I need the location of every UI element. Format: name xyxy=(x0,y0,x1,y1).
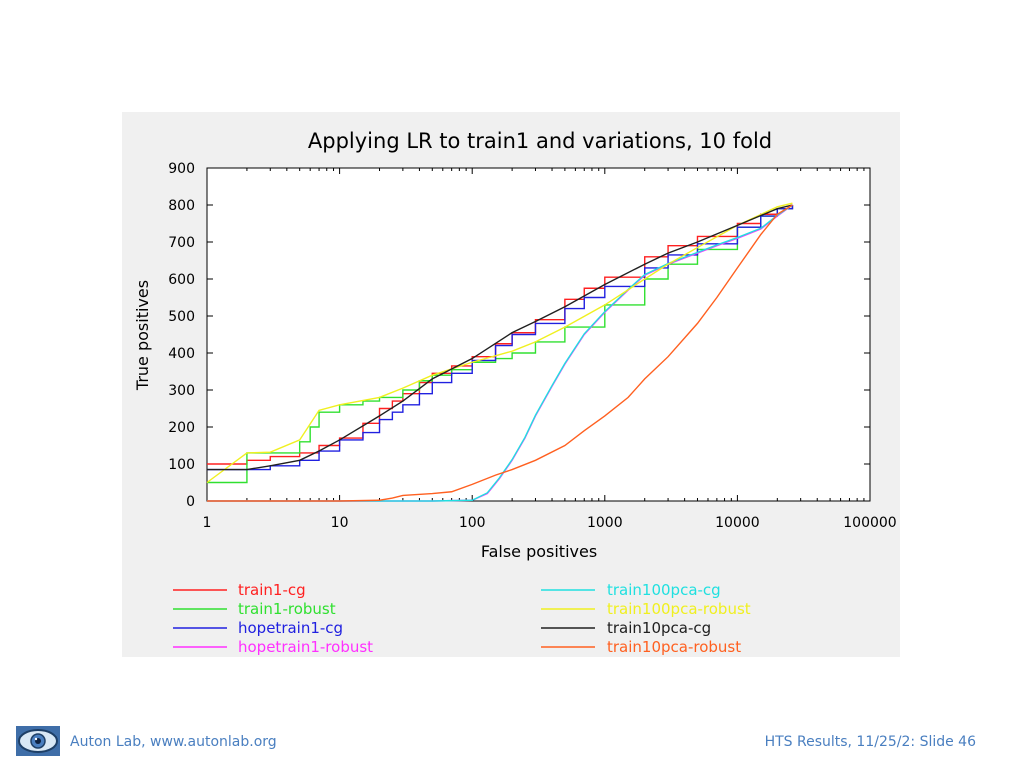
y-axis-label: True positives xyxy=(133,280,152,391)
legend-label-hopetrain1-robust: hopetrain1-robust xyxy=(238,638,373,656)
chart-title: Applying LR to train1 and variations, 10… xyxy=(308,129,772,153)
y-tick-label: 500 xyxy=(168,309,195,325)
legend-label-hopetrain1-cg: hopetrain1-cg xyxy=(238,619,343,637)
series-line-train10pca-robust xyxy=(207,204,793,502)
legend-label-train1-cg: train1-cg xyxy=(238,581,306,599)
y-tick-label: 200 xyxy=(168,420,195,436)
y-tick-label: 800 xyxy=(168,198,195,214)
legend-label-train100pca-cg: train100pca-cg xyxy=(607,581,721,599)
legend-label-train100pca-robust: train100pca-robust xyxy=(607,600,751,618)
series-line-train10pca-cg xyxy=(207,204,793,471)
y-tick-label: 900 xyxy=(168,161,195,177)
eye-logo-icon xyxy=(16,726,60,756)
legend-label-train10pca-cg: train10pca-cg xyxy=(607,619,711,637)
x-tick-label: 100000 xyxy=(843,515,896,531)
series-line-train100pca-cg xyxy=(207,204,793,502)
plot-area xyxy=(206,167,871,502)
x-tick-label: 1000 xyxy=(587,515,623,531)
x-tick-label: 1 xyxy=(203,515,212,531)
series-line-hopetrain1-cg xyxy=(207,205,794,471)
legend-label-train10pca-robust: train10pca-robust xyxy=(607,638,741,656)
legend-label-train1-robust: train1-robust xyxy=(238,600,336,618)
axis-ticks: 1 10 100 1000 10000 100000 0 100 200 300 400 500 600… xyxy=(168,161,896,531)
y-tick-label: 0 xyxy=(186,494,195,510)
series-line-train100pca-robust xyxy=(206,202,793,484)
y-tick-label: 300 xyxy=(168,383,195,399)
legend: train1-cgtrain1-robusthopetrain1-cghopet… xyxy=(173,581,751,656)
x-axis-label: False positives xyxy=(481,542,597,561)
y-tick-label: 400 xyxy=(168,346,195,362)
footer: Auton Lab, www.autonlab.org HTS Results,… xyxy=(0,724,1024,760)
x-tick-label: 10000 xyxy=(715,515,760,531)
y-tick-label: 600 xyxy=(168,272,195,288)
footer-slide-info: HTS Results, 11/25/2: Slide 46 xyxy=(764,734,976,750)
x-tick-label: 100 xyxy=(459,515,486,531)
y-tick-label: 100 xyxy=(168,457,195,473)
footer-lab-link[interactable]: Auton Lab, www.autonlab.org xyxy=(70,734,277,750)
x-tick-label: 10 xyxy=(331,515,349,531)
series-lines xyxy=(206,202,794,502)
y-tick-label: 700 xyxy=(168,235,195,251)
